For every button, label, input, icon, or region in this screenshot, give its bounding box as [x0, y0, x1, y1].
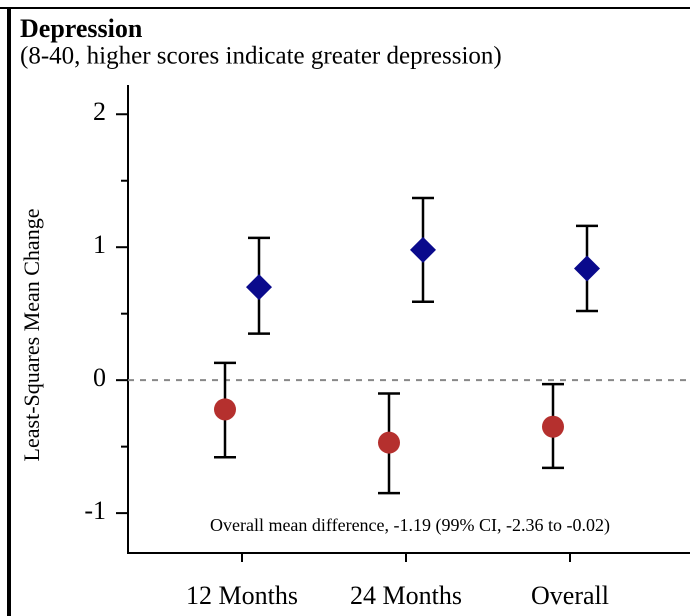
x-tick-label: 24 Months: [350, 581, 462, 610]
point: [542, 415, 564, 438]
y-tick-label: 1: [93, 230, 106, 259]
y-axis-label: Least-Squares Mean Change: [19, 209, 44, 462]
point: [246, 274, 272, 301]
point: [410, 236, 436, 263]
annotation: Overall mean difference, -1.19 (99% CI, …: [210, 515, 610, 536]
point: [214, 398, 236, 421]
chart-title: Depression: [20, 14, 143, 43]
x-tick-label: Overall: [531, 581, 609, 610]
y-tick-label: 0: [93, 363, 106, 392]
y-tick-label: -1: [84, 496, 106, 525]
point: [378, 431, 400, 454]
point: [574, 255, 600, 282]
chart-subtitle: (8-40, higher scores indicate greater de…: [20, 43, 502, 70]
y-tick-label: 2: [93, 97, 106, 126]
x-tick-label: 12 Months: [186, 581, 298, 610]
